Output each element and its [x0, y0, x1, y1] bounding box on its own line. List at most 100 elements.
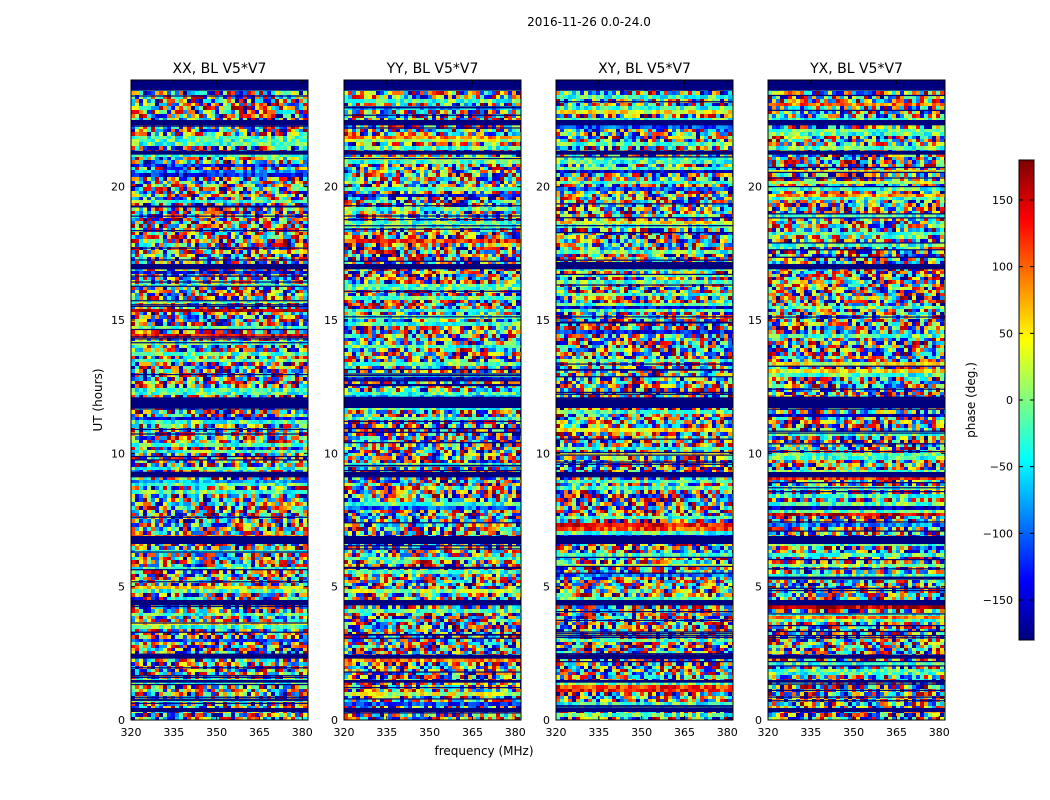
- y-tick-label: 5: [755, 581, 762, 594]
- y-tick-label: 5: [543, 581, 550, 594]
- colorbar-tick-label: 50: [999, 327, 1013, 340]
- flagged-band: [344, 600, 521, 606]
- flagged-band: [344, 264, 521, 270]
- panel-xy: XY, BL V5*V7 320 335 350 365 380 0 5 10 15 20: [536, 61, 738, 739]
- flagged-band: [344, 150, 521, 155]
- y-tick-label: 0: [118, 714, 125, 727]
- x-tick-label: 320: [121, 726, 142, 739]
- plot-frame: [555, 79, 734, 721]
- panel-yx: YX, BL V5*V7 320 335 350 365 380 0 5 10 15 20: [748, 61, 950, 739]
- y-tick-label: 20: [111, 181, 125, 194]
- flagged-band: [768, 708, 945, 712]
- plot-frame: [343, 79, 522, 721]
- y-tick-label: 10: [111, 447, 125, 460]
- panel-title: XX, BL V5*V7: [173, 61, 267, 77]
- x-tick-label: 320: [546, 726, 567, 739]
- x-tick-label: 380: [717, 726, 738, 739]
- flagged-band: [131, 472, 308, 478]
- flagged-band: [556, 150, 733, 155]
- flagged-band: [556, 708, 733, 712]
- flagged-band: [556, 120, 733, 126]
- phase-heatmap: [344, 80, 521, 720]
- flagged-band: [556, 654, 733, 659]
- y-tick-label: 5: [118, 581, 125, 594]
- x-tick-label: 350: [843, 726, 864, 739]
- flagged-band: [768, 536, 945, 544]
- flagged-band: [131, 150, 308, 155]
- flagged-band: [768, 264, 945, 270]
- x-tick-label: 380: [505, 726, 526, 739]
- panel-title: YX, BL V5*V7: [809, 61, 903, 77]
- x-tick-label: 365: [249, 726, 270, 739]
- flagged-band: [768, 150, 945, 155]
- x-tick-label: 365: [674, 726, 695, 739]
- y-tick-label: 10: [536, 447, 550, 460]
- flagged-band: [131, 600, 308, 606]
- x-tick-label: 335: [588, 726, 609, 739]
- x-tick-label: 320: [334, 726, 355, 739]
- flagged-band: [556, 472, 733, 478]
- flagged-band: [556, 80, 733, 91]
- flagged-band: [344, 680, 521, 683]
- flagged-band: [131, 80, 308, 91]
- flagged-band: [131, 708, 308, 712]
- colorbar-tick-label: −100: [983, 527, 1013, 540]
- flagged-band: [768, 680, 945, 683]
- flagged-band: [131, 654, 308, 659]
- flagged-band: [556, 536, 733, 544]
- y-tick-label: 15: [324, 314, 338, 327]
- y-tick-label: 20: [324, 181, 338, 194]
- flagged-band: [556, 397, 733, 408]
- flagged-band: [131, 680, 308, 683]
- colorbar-label: phase (deg.): [964, 362, 978, 438]
- y-tick-label: 0: [543, 714, 550, 727]
- y-tick-label: 5: [331, 581, 338, 594]
- y-tick-label: 15: [748, 314, 762, 327]
- panel-title: XY, BL V5*V7: [598, 61, 691, 77]
- y-tick-label: 0: [331, 714, 338, 727]
- colorbar-tick-label: −150: [983, 594, 1013, 607]
- x-tick-label: 350: [206, 726, 227, 739]
- x-tick-label: 365: [462, 726, 483, 739]
- y-tick-label: 0: [755, 714, 762, 727]
- flagged-band: [768, 472, 945, 478]
- plot-frame: [130, 79, 309, 721]
- plot-frame: [767, 79, 946, 721]
- panel-yy: YY, BL V5*V7 320 335 350 365 380 0 5 10 15 20: [324, 61, 526, 739]
- y-tick-label: 10: [748, 447, 762, 460]
- flagged-band: [131, 120, 308, 126]
- flagged-band: [768, 600, 945, 606]
- flagged-band: [768, 654, 945, 659]
- phase-heatmap: [556, 80, 733, 720]
- y-axis-label: UT (hours): [91, 368, 105, 431]
- colorbar-tick-label: 0: [1006, 394, 1013, 407]
- x-tick-label: 380: [929, 726, 950, 739]
- flagged-band: [131, 264, 308, 270]
- x-tick-label: 380: [292, 726, 313, 739]
- x-tick-label: 365: [886, 726, 907, 739]
- colorbar: 150 100 50 0 −50 −100 −150 phase (deg.): [964, 159, 1035, 641]
- y-tick-label: 15: [536, 314, 550, 327]
- colorbar-tick-label: 100: [992, 261, 1013, 274]
- x-tick-label: 335: [163, 726, 184, 739]
- y-tick-label: 20: [748, 181, 762, 194]
- flagged-band: [344, 120, 521, 126]
- colorbar-ticks: 150 100 50 0 −50 −100 −150: [983, 194, 1034, 607]
- y-tick-label: 15: [111, 314, 125, 327]
- flagged-band: [768, 397, 945, 408]
- y-tick-label: 10: [324, 447, 338, 460]
- y-tick-label: 20: [536, 181, 550, 194]
- flagged-band: [768, 120, 945, 126]
- colorbar-tick-label: −50: [990, 461, 1013, 474]
- flagged-band: [556, 264, 733, 270]
- flagged-band: [344, 472, 521, 478]
- flagged-band: [131, 536, 308, 544]
- flagged-band: [768, 80, 945, 91]
- figure-title: 2016-11-26 0.0-24.0: [527, 15, 651, 29]
- x-tick-label: 350: [631, 726, 652, 739]
- x-tick-label: 335: [800, 726, 821, 739]
- phase-heatmap: [768, 80, 945, 720]
- flagged-band: [131, 397, 308, 408]
- panel-xx: XX, BL V5*V7 320 335 350 365 380 0 5 10 15 20: [111, 61, 313, 739]
